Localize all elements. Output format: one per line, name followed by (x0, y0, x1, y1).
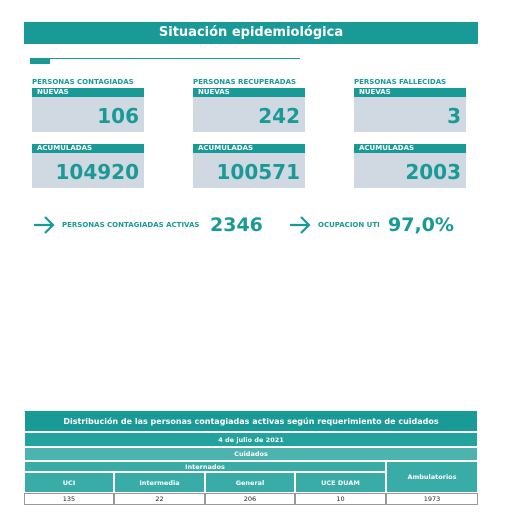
column-header: UCI (24, 472, 114, 493)
table-title: Distribución de las personas contagiadas… (24, 410, 478, 432)
column-header: Ambulatorios (386, 461, 478, 493)
accent-bar (30, 58, 50, 64)
card-label: PERSONAS RECUPERADAS (193, 78, 297, 86)
indicator-label: PERSONAS CONTAGIADAS ACTIVAS (62, 221, 200, 229)
table-date: 4 de julio de 2021 (24, 432, 478, 447)
card-value: 104920 (32, 153, 144, 188)
indicator-value: 97,0% (388, 214, 454, 236)
table-cell: 1973 (386, 493, 478, 505)
card-header: ACUMULADAS (354, 144, 466, 153)
card-value: 2003 (354, 153, 466, 188)
card-value: 100571 (193, 153, 305, 188)
table-subgroup: Internados (24, 461, 386, 472)
card-value: 242 (193, 97, 305, 132)
indicator-label: OCUPACION UTI (318, 221, 380, 229)
table-cell: 10 (295, 493, 386, 505)
arrow-icon (290, 216, 311, 234)
table-group: Cuidados (24, 447, 478, 461)
column-header: General (205, 472, 295, 493)
card-header: NUEVAS (32, 88, 144, 97)
card-label: PERSONAS CONTAGIADAS (32, 78, 134, 86)
indicator-value: 2346 (210, 214, 263, 236)
column-header: UCE DUAM (295, 472, 386, 493)
card-header: NUEVAS (354, 88, 466, 97)
card-value: 3 (354, 97, 466, 132)
card-header: ACUMULADAS (32, 144, 144, 153)
arrow-icon (34, 216, 55, 234)
card-header: ACUMULADAS (193, 144, 305, 153)
table-cell: 206 (205, 493, 295, 505)
page-title: Situación epidemiológica (24, 22, 478, 44)
table-cell: 22 (114, 493, 205, 505)
card-label: PERSONAS FALLECIDAS (354, 78, 447, 86)
table-cell: 135 (24, 493, 114, 505)
column-header: Intermedia (114, 472, 205, 493)
card-value: 106 (32, 97, 144, 132)
card-header: NUEVAS (193, 88, 305, 97)
accent-line (50, 58, 300, 59)
